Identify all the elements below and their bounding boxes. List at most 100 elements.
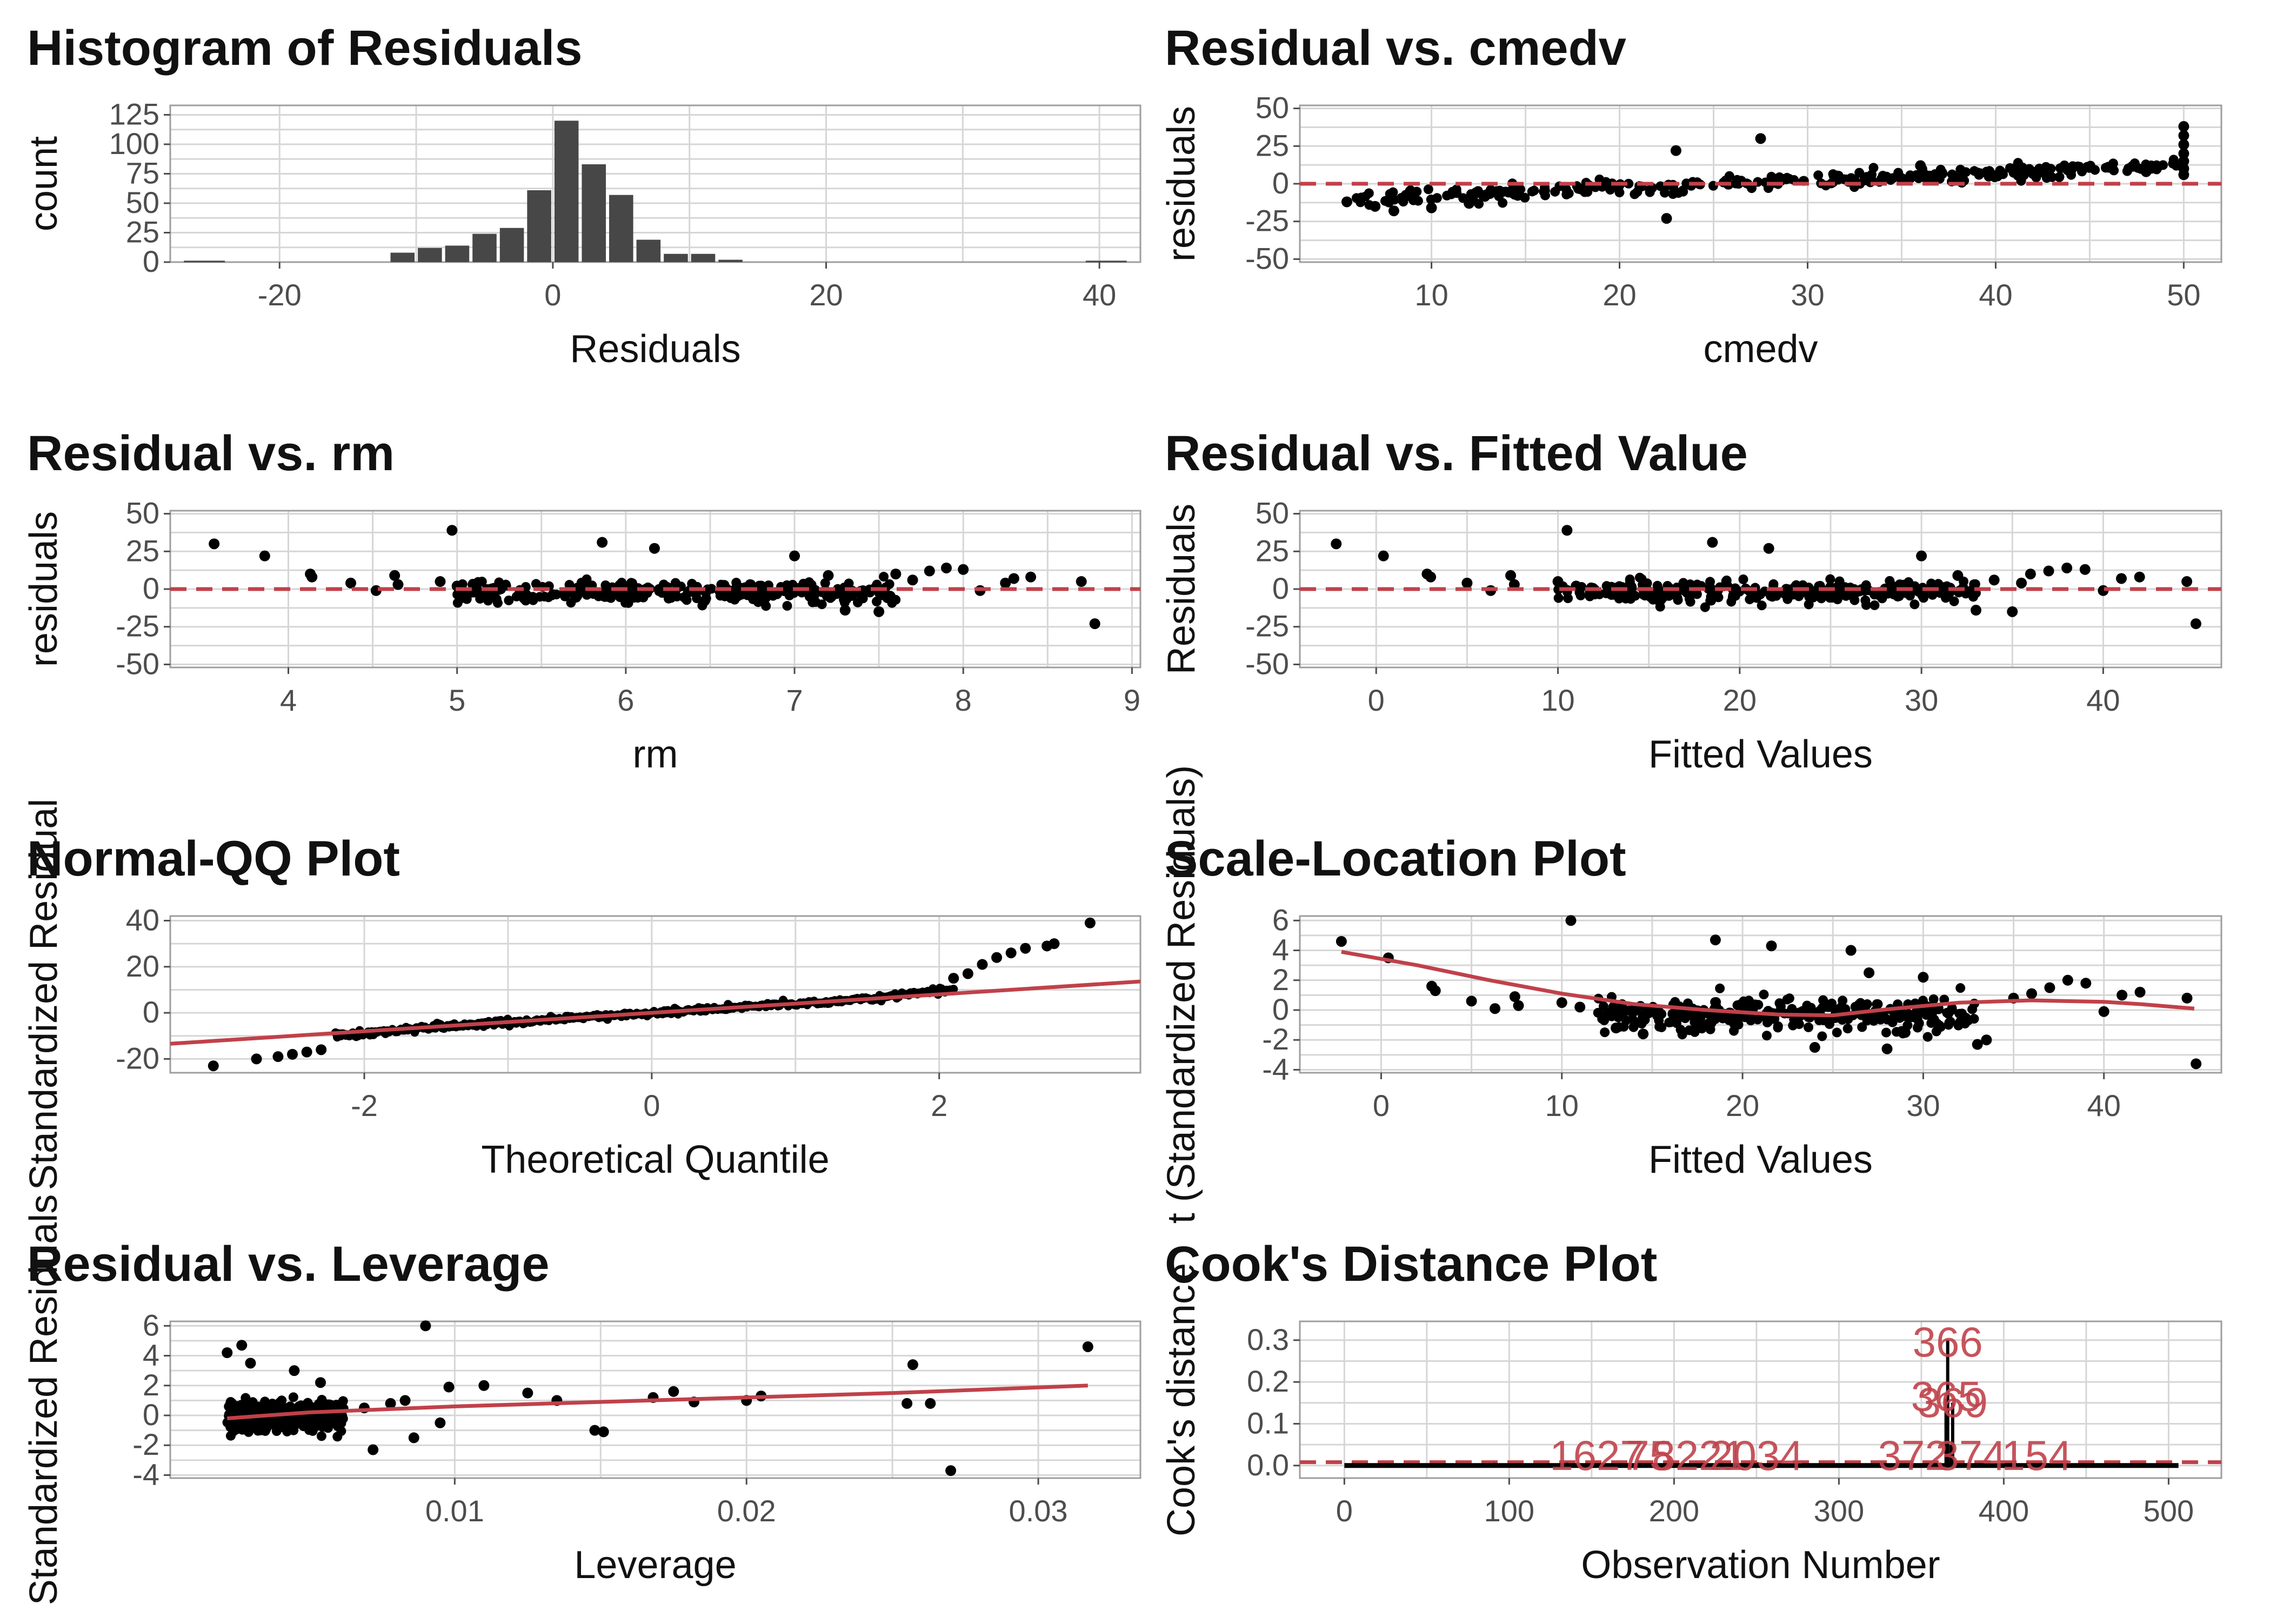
data-point — [638, 592, 649, 603]
data-point — [539, 591, 550, 602]
data-point — [1561, 525, 1573, 536]
data-point — [1370, 201, 1381, 212]
data-point — [1715, 983, 1725, 993]
x-tick-label: 30 — [1905, 683, 1938, 717]
data-point — [209, 538, 220, 550]
data-point — [570, 589, 580, 599]
data-point — [1927, 590, 1938, 600]
data-point — [301, 1046, 312, 1058]
data-point — [1894, 1013, 1905, 1023]
data-point — [1425, 571, 1437, 583]
data-point — [1505, 186, 1515, 196]
data-point — [2080, 978, 2092, 989]
data-point — [1670, 145, 1681, 156]
data-point — [822, 591, 832, 601]
data-point — [1563, 187, 1573, 197]
x-tick-label: 30 — [1791, 278, 1824, 312]
data-point — [2065, 164, 2077, 176]
data-point — [1076, 576, 1087, 587]
data-point — [1378, 550, 1389, 562]
data-point — [1933, 579, 1944, 589]
x-tick-label: 0 — [1336, 1494, 1353, 1528]
data-point — [1733, 175, 1743, 185]
panel-title: Residual vs. Leverage — [27, 1237, 550, 1292]
data-point — [879, 572, 889, 582]
y-axis-label: Standardized Residuals — [22, 1194, 65, 1605]
y-tick-label: 0.2 — [1247, 1364, 1289, 1398]
histogram-bar — [691, 253, 716, 262]
data-point — [1770, 1014, 1780, 1024]
qq-reference-line — [170, 979, 1140, 1046]
data-point — [1705, 1024, 1715, 1034]
panel-title: Normal-QQ Plot — [27, 831, 400, 886]
chart-marks-scale — [1336, 915, 2202, 1070]
data-point — [1899, 1027, 1911, 1038]
data-point — [1005, 947, 1017, 959]
data-point — [2062, 974, 2073, 986]
data-point — [1513, 1000, 1524, 1011]
data-point — [1836, 1002, 1846, 1012]
y-tick-label: 0.0 — [1247, 1448, 1289, 1482]
x-tick-label: 10 — [1541, 683, 1574, 717]
data-point — [385, 1398, 396, 1409]
data-point — [1972, 1039, 1983, 1050]
data-point — [1854, 999, 1864, 1010]
data-point — [1763, 543, 1774, 554]
data-point — [1513, 191, 1523, 201]
data-point — [1766, 940, 1777, 952]
data-point — [1605, 185, 1615, 195]
panel-title: Residual vs. cmedv — [1165, 21, 1626, 76]
data-point — [1590, 590, 1600, 600]
data-point — [1423, 184, 1433, 195]
data-point — [1407, 192, 1417, 203]
data-point — [1832, 1027, 1842, 1038]
data-point — [1857, 1022, 1867, 1032]
data-point — [1757, 600, 1767, 611]
data-point — [1625, 588, 1635, 598]
data-point — [598, 1426, 609, 1438]
data-point — [1974, 170, 1984, 180]
y-tick-label: -2 — [132, 1427, 159, 1461]
data-point — [941, 562, 952, 573]
histogram-bar — [609, 195, 633, 262]
chart-marks-leverage — [222, 1320, 1093, 1476]
x-tick-label: 100 — [1484, 1494, 1534, 1528]
data-point — [1926, 1018, 1937, 1028]
data-point — [1498, 198, 1508, 208]
data-point — [2041, 173, 2052, 183]
data-point — [1539, 186, 1549, 197]
data-point — [1881, 1043, 1893, 1054]
data-point — [1461, 577, 1473, 589]
data-point — [1673, 595, 1683, 605]
y-tick-label: 50 — [126, 496, 159, 530]
data-point — [1738, 574, 1748, 584]
data-point — [1955, 983, 1966, 993]
data-point — [1952, 570, 1964, 581]
data-point — [1882, 1014, 1892, 1025]
y-tick-label: 40 — [126, 903, 159, 937]
data-point — [2116, 573, 2127, 584]
histogram-bar — [527, 190, 551, 262]
chart-marks-cmedv — [1300, 121, 2221, 224]
data-point — [301, 1401, 311, 1412]
data-point — [823, 570, 834, 581]
data-point — [2181, 576, 2193, 587]
data-point — [2178, 169, 2189, 181]
histogram-bar — [390, 252, 415, 262]
data-point — [2191, 1058, 2202, 1070]
data-point — [1763, 183, 1773, 193]
data-point — [1773, 1022, 1783, 1033]
chart-marks-rm — [170, 525, 1140, 630]
data-point — [1615, 1008, 1625, 1019]
data-point — [311, 1415, 321, 1425]
data-point — [1480, 192, 1490, 202]
data-point — [392, 579, 404, 590]
data-point — [733, 587, 743, 598]
data-point — [597, 537, 608, 548]
data-point — [1700, 602, 1710, 612]
observation-label: 369 — [1918, 1379, 1988, 1426]
data-point — [1850, 595, 1860, 605]
data-point — [315, 1377, 326, 1388]
data-point — [1638, 1012, 1648, 1022]
data-point — [435, 1417, 446, 1428]
